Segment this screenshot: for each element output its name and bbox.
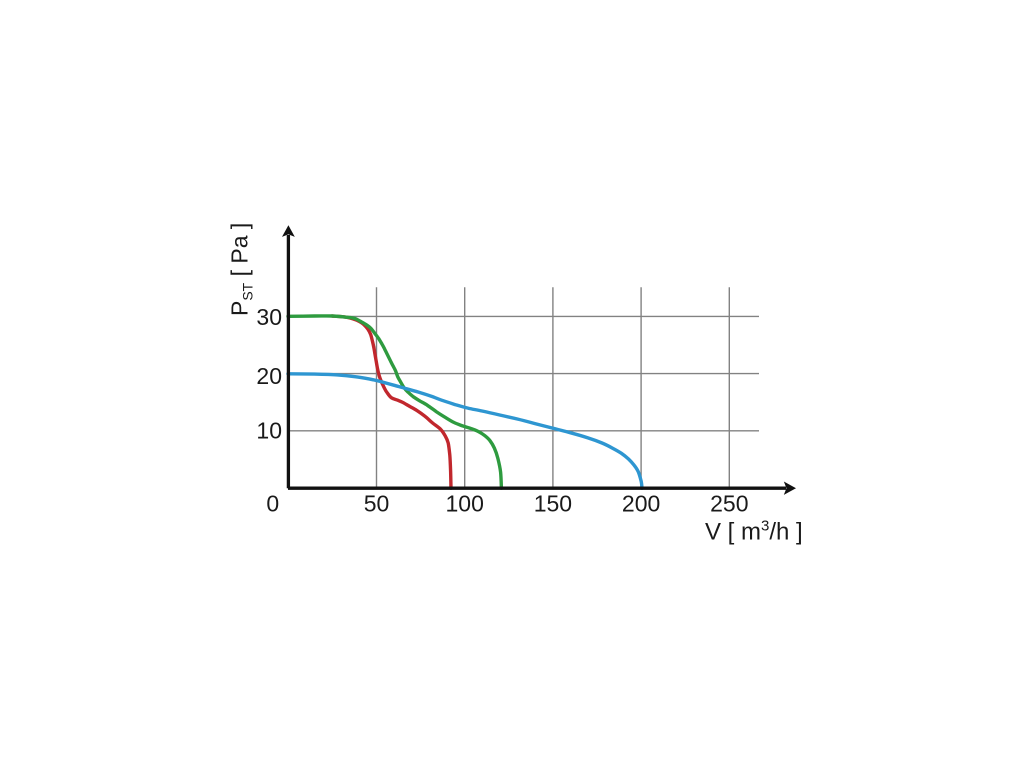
svg-text:50: 50	[364, 491, 390, 517]
svg-text:100: 100	[446, 491, 484, 517]
svg-text:200: 200	[622, 491, 660, 517]
svg-text:10: 10	[256, 418, 282, 444]
svg-text:V [ m3/h ]: V [ m3/h ]	[705, 518, 803, 546]
svg-text:20: 20	[256, 363, 282, 389]
svg-text:150: 150	[534, 491, 572, 517]
svg-text:250: 250	[710, 491, 748, 517]
svg-text:0: 0	[266, 491, 279, 517]
svg-text:30: 30	[256, 304, 282, 330]
svg-text:PST [ Pa ]: PST [ Pa ]	[227, 223, 256, 316]
